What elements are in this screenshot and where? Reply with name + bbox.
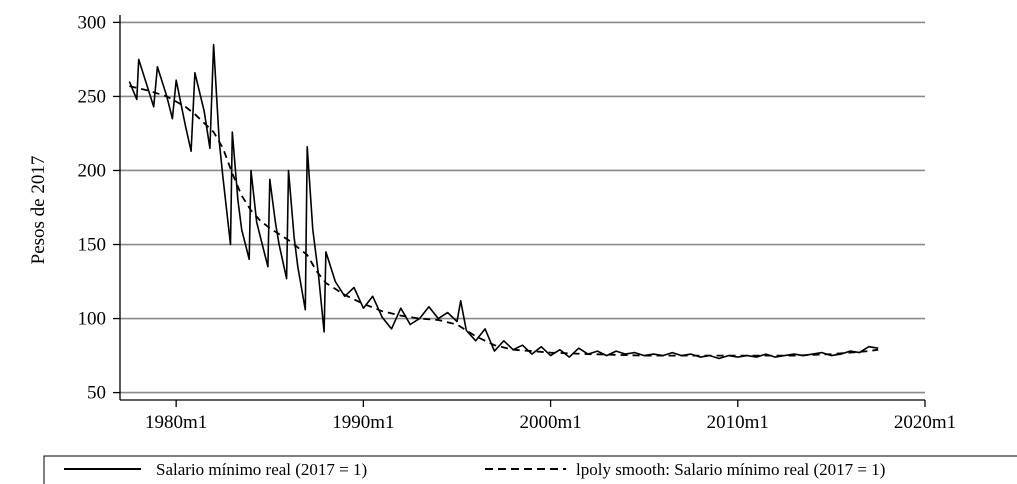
y-tick-label-250: 250 — [78, 86, 107, 107]
x-tick-label-1980m1: 1980m1 — [145, 412, 207, 433]
legend-box — [43, 455, 1017, 484]
legend-label-series-1: Salario mínimo real (2017 = 1) — [156, 460, 367, 479]
x-axis-ticks: 1980m1 1990m1 2000m1 2010m1 2020m1 — [145, 400, 956, 433]
series-line-1-solid — [128, 43, 879, 360]
x-tick-label-2020m1: 2020m1 — [894, 412, 956, 433]
y-tick-label-100: 100 — [78, 309, 107, 330]
x-tick-label-2010m1: 2010m1 — [707, 412, 769, 433]
y-tick-label-150: 150 — [78, 235, 107, 256]
y-axis-title: Pesos de 2017 — [28, 156, 49, 265]
y-tick-label-300: 300 — [78, 12, 107, 33]
gridlines — [120, 21, 925, 394]
series-line-2-dashed — [129, 85, 879, 357]
y-tick-label-50: 50 — [87, 383, 106, 404]
series-layer — [128, 43, 879, 360]
x-tick-label-2000m1: 2000m1 — [519, 412, 581, 433]
y-tick-label-200: 200 — [78, 160, 107, 181]
y-axis-ticks: 50 100 150 200 250 300 — [78, 12, 120, 404]
legend-label-series-2: lpoly smooth: Salario mínimo real (2017 … — [576, 460, 885, 479]
legend: Salario mínimo real (2017 = 1) lpoly smo… — [43, 455, 1017, 484]
x-tick-label-1990m1: 1990m1 — [332, 412, 394, 433]
